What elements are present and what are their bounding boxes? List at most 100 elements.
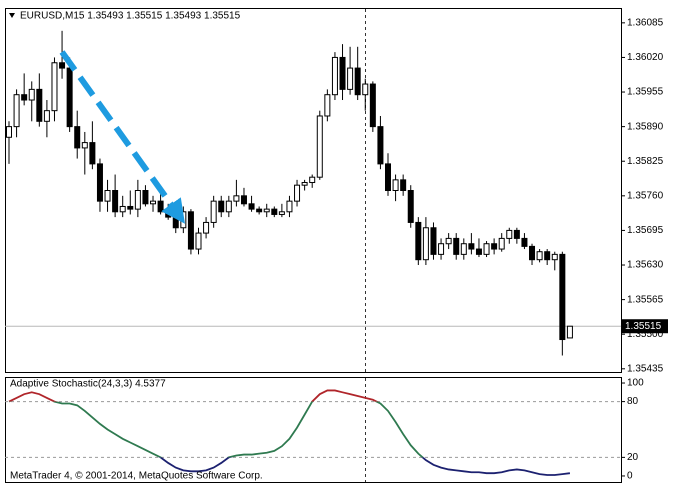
current-price-label: 1.35515 xyxy=(625,321,662,332)
candle-body xyxy=(278,211,285,215)
candle-body xyxy=(521,237,528,247)
candle-body xyxy=(483,243,490,255)
candle-body xyxy=(362,83,369,96)
y-tick-label: 1.35760 xyxy=(627,190,664,201)
y-tick-label: 1.36085 xyxy=(627,17,664,28)
dropdown-icon[interactable] xyxy=(9,13,15,18)
y-tick-label: 1.35630 xyxy=(627,260,664,271)
candle-body xyxy=(66,67,73,128)
candle-body xyxy=(104,190,111,202)
candle-body xyxy=(6,126,12,138)
y-tick-label: 80 xyxy=(627,396,639,407)
candle-body xyxy=(369,83,376,128)
current-price-box xyxy=(622,319,668,334)
candle-body xyxy=(316,115,323,178)
candle-body xyxy=(180,211,187,229)
candle-body xyxy=(392,179,399,192)
candle-body xyxy=(51,62,58,112)
chart-title: EURUSD,M15 1.35493 1.35515 1.35493 1.355… xyxy=(20,11,241,22)
candle-body xyxy=(422,227,429,261)
candle-body xyxy=(491,243,498,250)
candle-body xyxy=(301,182,308,186)
candle-body xyxy=(566,325,573,339)
candle-body xyxy=(150,200,157,205)
main-frame xyxy=(5,8,622,373)
candle-body xyxy=(157,200,164,213)
candle-body xyxy=(248,203,255,210)
candle-body xyxy=(529,245,536,261)
candle-body xyxy=(96,163,103,202)
candle-body xyxy=(468,243,475,250)
candle-body xyxy=(43,110,50,122)
candle-body xyxy=(225,200,232,213)
y-tick-label: 1.35435 xyxy=(627,363,664,374)
candle-body xyxy=(506,229,513,239)
candle-body xyxy=(339,56,346,90)
indicator-frame xyxy=(5,377,622,483)
candle-body xyxy=(74,126,81,149)
candle-body xyxy=(544,251,551,261)
y-tick-label: 20 xyxy=(627,452,639,463)
candle-body xyxy=(407,190,414,223)
candle-body xyxy=(240,195,247,205)
candle-body xyxy=(28,88,35,101)
candle-body xyxy=(127,205,134,210)
candle-body xyxy=(498,237,505,250)
candle-body xyxy=(13,94,20,128)
candle-body xyxy=(445,237,452,245)
candle-body xyxy=(513,229,520,239)
candle-body xyxy=(233,195,240,202)
candle-body xyxy=(377,126,384,165)
y-tick-label: 1.35500 xyxy=(627,329,664,340)
candle-body xyxy=(400,179,407,192)
candle-body xyxy=(36,88,43,122)
candle-body xyxy=(218,200,225,213)
candle-body xyxy=(559,253,566,341)
y-tick-label: 100 xyxy=(627,378,644,389)
y-tick-label: 1.35565 xyxy=(627,294,664,305)
candle-body xyxy=(210,200,217,223)
candle-body xyxy=(195,232,202,250)
y-tick-label: 0 xyxy=(627,471,633,482)
footer: MetaTrader 4, © 2001-2014, MetaQuotes So… xyxy=(10,471,263,482)
indicator-title: Adaptive Stochastic(24,3,3) 4.5377 xyxy=(10,379,166,390)
candle-body xyxy=(142,190,149,205)
main-window: 1.36085 1.36020 1.35955 1.35890 1.35825 1.357… xyxy=(5,17,668,374)
candle-body xyxy=(59,62,66,69)
y-tick-label: 1.35890 xyxy=(627,121,664,132)
indicator-line xyxy=(158,457,571,476)
candle-body xyxy=(309,176,316,184)
candle-body xyxy=(331,56,338,96)
candle-body xyxy=(21,94,28,101)
candle-body xyxy=(347,67,354,90)
y-tick-label: 1.35695 xyxy=(627,225,664,236)
candle-body xyxy=(187,211,194,250)
candle-body xyxy=(172,216,179,229)
indicator-line xyxy=(8,401,425,458)
trend-arrow xyxy=(59,50,185,224)
indicator-window: 0 20 80 100 xyxy=(5,378,644,482)
candle-body xyxy=(551,253,558,261)
candle-body xyxy=(415,221,422,261)
candle-body xyxy=(385,163,391,192)
candle-body xyxy=(324,94,331,117)
candle-body xyxy=(263,208,270,213)
y-tick-label: 1.36020 xyxy=(627,52,664,63)
candle-body xyxy=(81,142,88,149)
candle-body xyxy=(475,248,482,255)
candle-body xyxy=(536,251,543,261)
candle-body xyxy=(203,221,210,234)
y-tick-label: 1.35825 xyxy=(627,156,664,167)
candle-body xyxy=(354,67,361,96)
candle-body xyxy=(271,208,278,215)
candle-body xyxy=(89,142,96,165)
candle-body xyxy=(112,190,119,213)
candle-body xyxy=(256,208,263,213)
candle-body xyxy=(165,211,172,218)
candle-body xyxy=(453,237,460,255)
candle-body xyxy=(294,184,301,202)
candle-body xyxy=(430,227,437,255)
candle-body xyxy=(134,190,141,210)
candle-body xyxy=(119,205,126,213)
